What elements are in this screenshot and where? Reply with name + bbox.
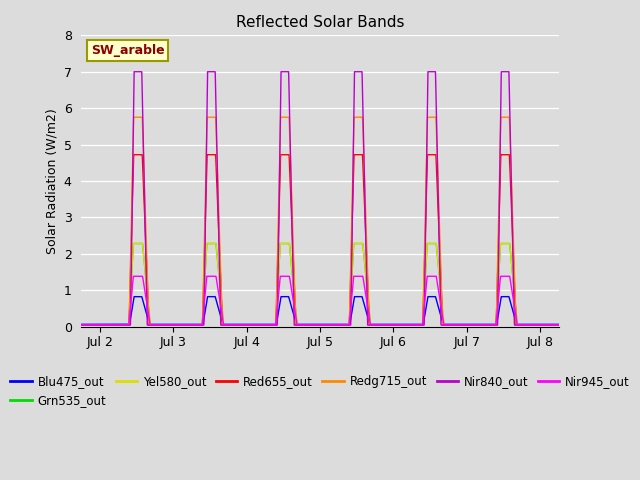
Nir945_out: [513, 319, 521, 325]
Nir840_out: [401, 322, 409, 328]
Nir945_out: [401, 322, 409, 328]
Grn535_out: [456, 322, 464, 328]
Nir840_out: [289, 269, 297, 275]
Line: Grn535_out: Grn535_out: [81, 243, 559, 325]
Nir945_out: [289, 296, 297, 302]
Yel580_out: [351, 240, 359, 246]
Yel580_out: [555, 322, 563, 328]
Red655_out: [77, 322, 85, 328]
Blu475_out: [280, 294, 287, 300]
Nir840_out: [131, 69, 138, 74]
Red655_out: [456, 322, 464, 328]
Yel580_out: [289, 279, 297, 285]
Redg715_out: [280, 114, 287, 120]
Grn535_out: [289, 279, 297, 285]
Nir945_out: [555, 322, 563, 328]
Grn535_out: [513, 317, 521, 323]
Grn535_out: [129, 240, 137, 246]
Y-axis label: Solar Radiation (W/m2): Solar Radiation (W/m2): [45, 108, 58, 254]
Red655_out: [401, 322, 409, 328]
Yel580_out: [456, 322, 464, 328]
Redg715_out: [555, 322, 563, 328]
Nir840_out: [280, 69, 287, 74]
Nir840_out: [555, 322, 563, 328]
Nir945_out: [456, 322, 464, 328]
Line: Yel580_out: Yel580_out: [81, 243, 559, 325]
Redg715_out: [130, 114, 138, 120]
Legend: Blu475_out, Grn535_out, Yel580_out, Red655_out, Redg715_out, Nir840_out, Nir945_: Blu475_out, Grn535_out, Yel580_out, Red6…: [6, 370, 634, 412]
Line: Blu475_out: Blu475_out: [81, 297, 559, 324]
Nir840_out: [456, 322, 464, 328]
Red655_out: [280, 152, 287, 157]
Blu475_out: [131, 294, 138, 300]
Nir840_out: [351, 69, 359, 74]
Blu475_out: [351, 294, 359, 300]
Nir945_out: [351, 274, 359, 279]
Redg715_out: [77, 322, 85, 328]
Grn535_out: [77, 322, 85, 328]
Redg715_out: [513, 322, 521, 328]
Line: Nir840_out: Nir840_out: [81, 72, 559, 325]
Red655_out: [555, 322, 563, 328]
Blu475_out: [77, 322, 85, 327]
Nir945_out: [77, 322, 85, 328]
Grn535_out: [280, 240, 287, 246]
Blu475_out: [401, 322, 409, 327]
Red655_out: [130, 152, 138, 157]
Blu475_out: [456, 322, 464, 327]
Red655_out: [513, 322, 521, 328]
Yel580_out: [513, 317, 521, 323]
Nir945_out: [129, 274, 137, 279]
Yel580_out: [129, 240, 137, 246]
Blu475_out: [555, 322, 563, 327]
Line: Nir945_out: Nir945_out: [81, 276, 559, 325]
Redg715_out: [351, 114, 359, 120]
Nir945_out: [280, 274, 287, 279]
Red655_out: [289, 251, 297, 256]
Red655_out: [351, 152, 359, 157]
Nir840_out: [513, 322, 521, 328]
Redg715_out: [401, 322, 409, 328]
Title: Reflected Solar Bands: Reflected Solar Bands: [236, 15, 404, 30]
Yel580_out: [280, 240, 287, 246]
Grn535_out: [401, 322, 409, 328]
Grn535_out: [351, 240, 359, 246]
Blu475_out: [513, 322, 521, 327]
Nir840_out: [77, 322, 85, 328]
Yel580_out: [401, 322, 409, 328]
Text: SW_arable: SW_arable: [91, 44, 164, 57]
Yel580_out: [77, 322, 85, 328]
Redg715_out: [456, 322, 464, 328]
Grn535_out: [555, 322, 563, 328]
Redg715_out: [289, 235, 297, 240]
Line: Redg715_out: Redg715_out: [81, 117, 559, 325]
Blu475_out: [289, 310, 297, 315]
Line: Red655_out: Red655_out: [81, 155, 559, 325]
